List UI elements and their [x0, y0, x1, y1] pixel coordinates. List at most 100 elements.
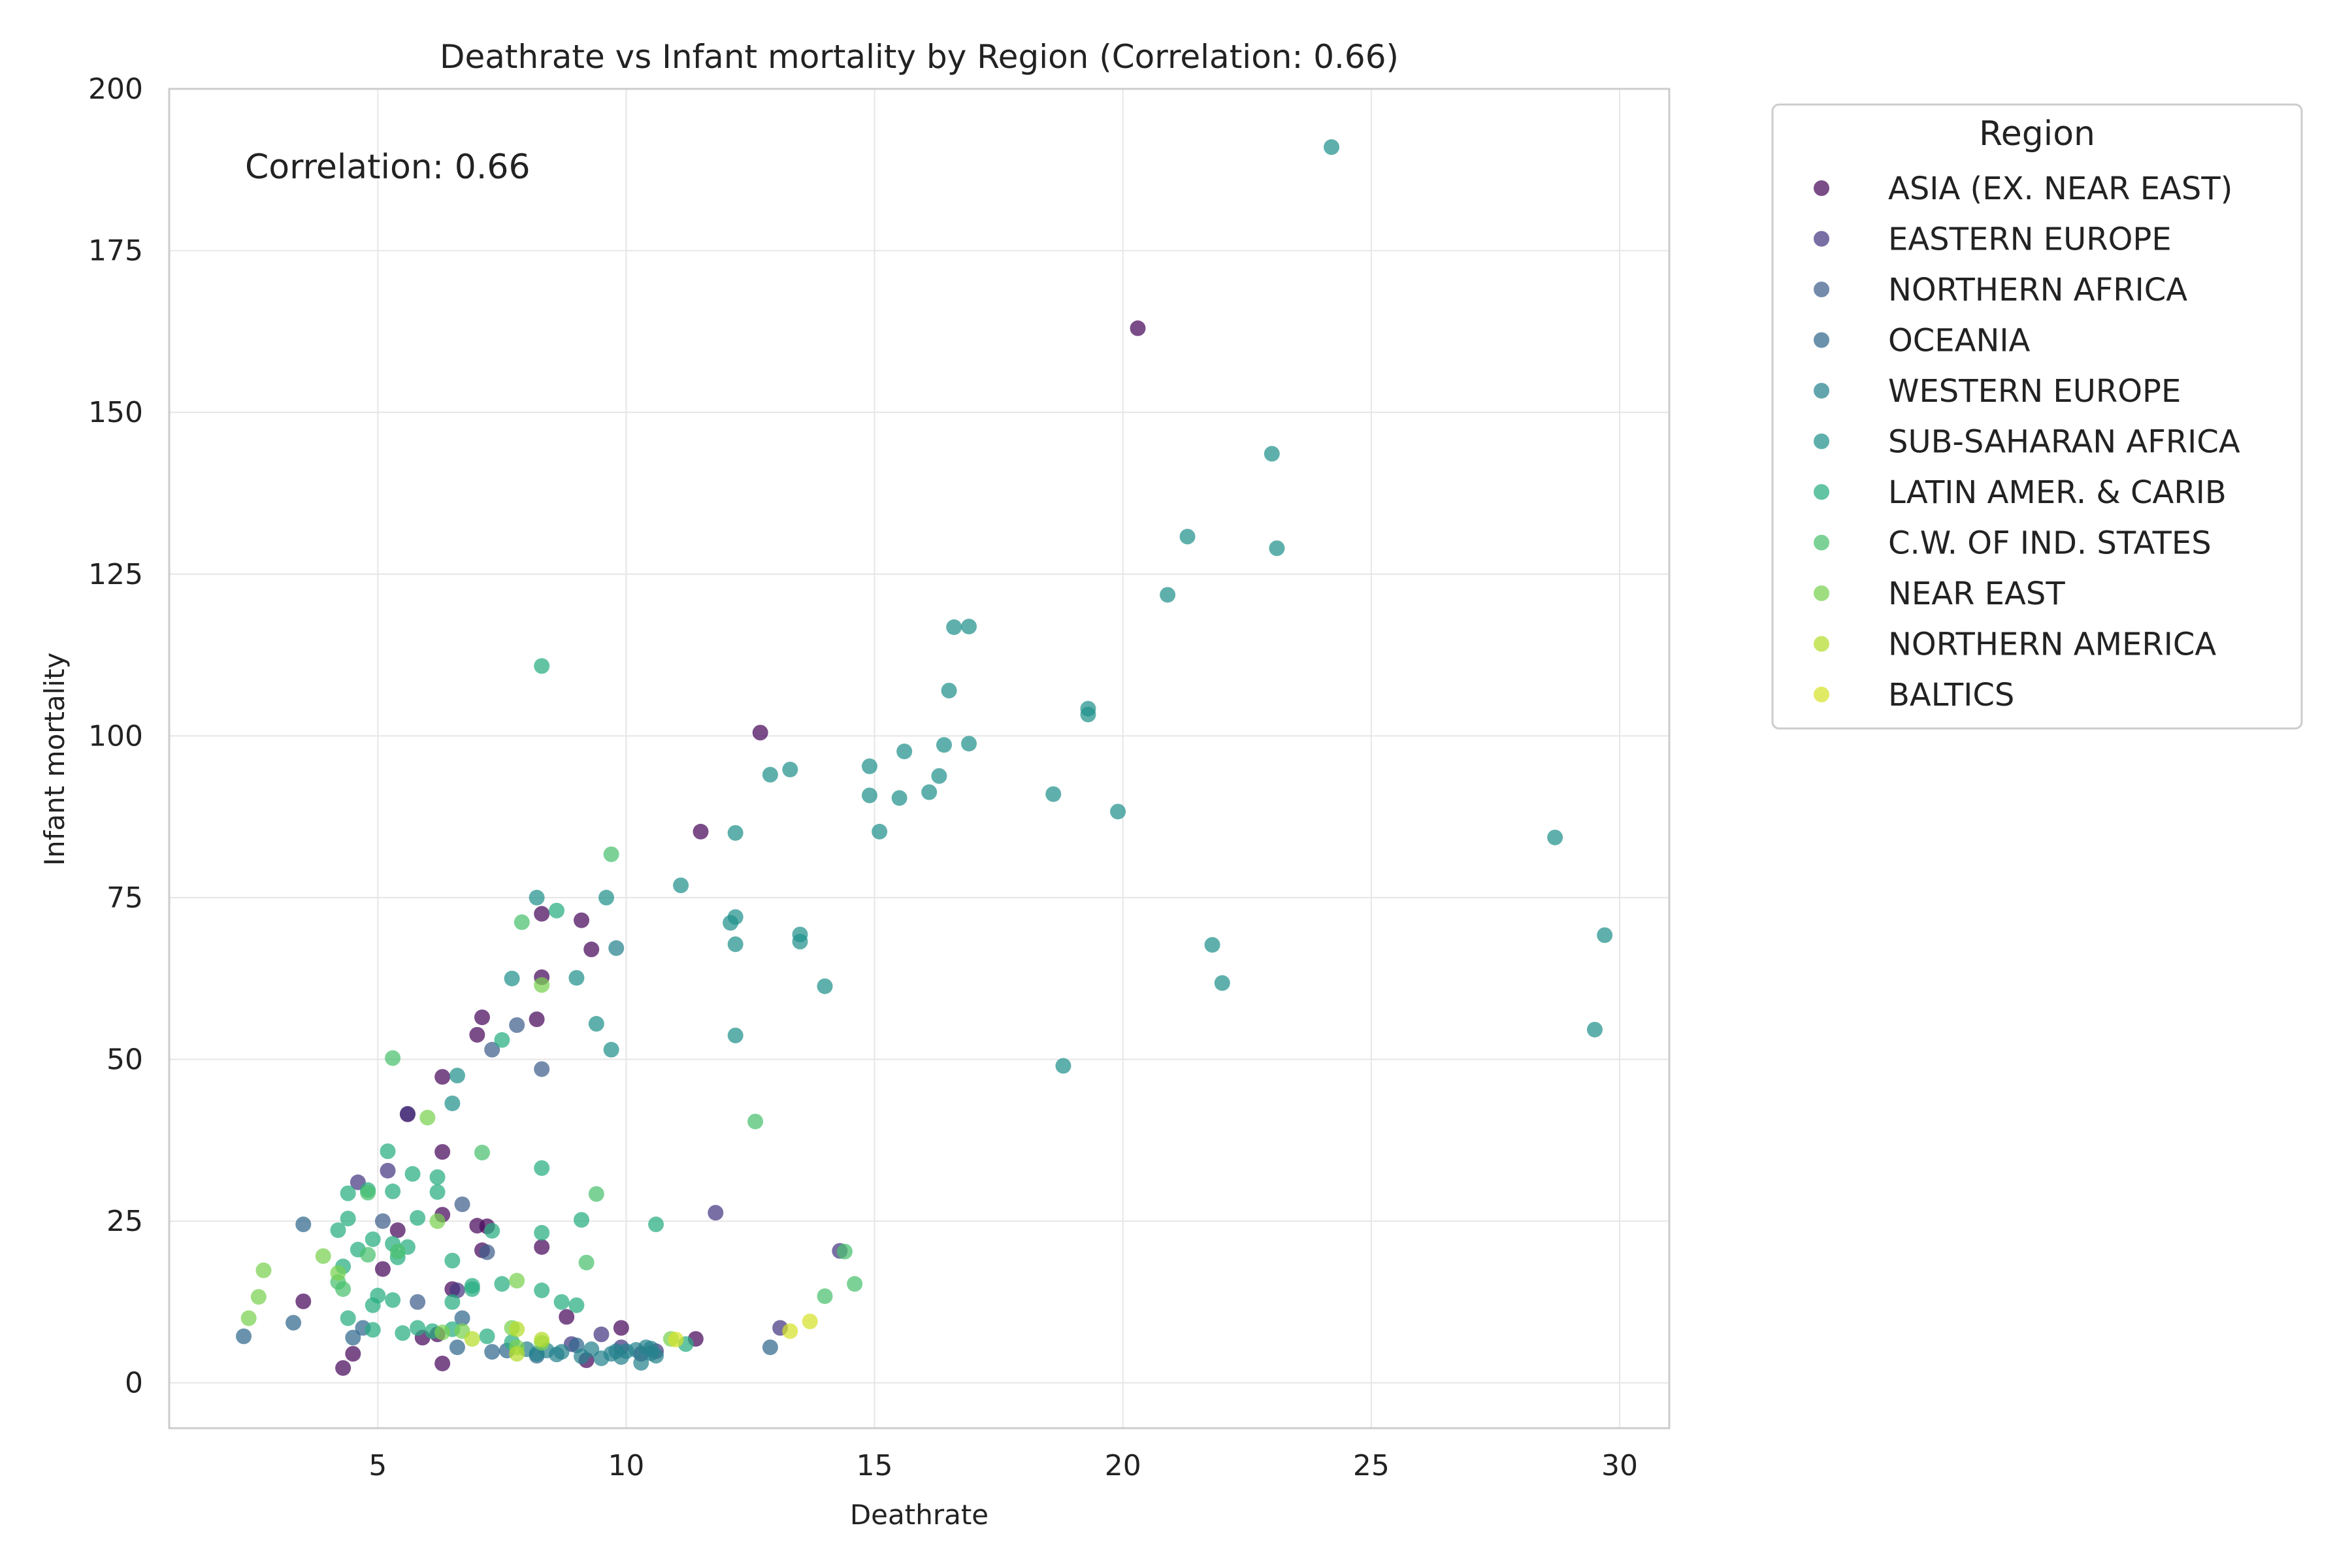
- point-oceania: [236, 1328, 252, 1345]
- point-sub-saharan-africa: [1269, 540, 1285, 557]
- point-near-east: [240, 1310, 257, 1326]
- point-latin-amer-carib: [429, 1169, 446, 1185]
- point-latin-amer-carib: [365, 1322, 381, 1338]
- point-sub-saharan-africa: [931, 768, 947, 784]
- point-northern-america: [464, 1331, 480, 1347]
- y-tick-label: 100: [88, 719, 143, 753]
- point-sub-saharan-africa: [727, 825, 743, 841]
- point-sub-saharan-africa: [1160, 587, 1176, 603]
- point-latin-amer-carib: [444, 1294, 461, 1310]
- point-sub-saharan-africa: [603, 1041, 619, 1058]
- point-latin-amer-carib: [410, 1210, 426, 1226]
- point-sub-saharan-africa: [782, 761, 798, 777]
- point-sub-saharan-africa: [936, 737, 953, 753]
- point-c-w-of-ind-states: [360, 1247, 376, 1263]
- point-sub-saharan-africa: [588, 1016, 604, 1032]
- point-asia-ex-near-east: [583, 941, 600, 958]
- point-sub-saharan-africa: [449, 1068, 465, 1084]
- point-western-europe: [608, 1343, 625, 1360]
- point-c-w-of-ind-states: [389, 1243, 406, 1260]
- point-latin-amer-carib: [404, 1166, 421, 1182]
- point-sub-saharan-africa: [1264, 446, 1280, 462]
- point-sub-saharan-africa: [946, 619, 962, 635]
- point-northern-africa: [374, 1213, 391, 1230]
- point-northern-america: [509, 1346, 525, 1362]
- point-eastern-europe: [380, 1162, 396, 1179]
- point-asia-ex-near-east: [345, 1346, 361, 1362]
- point-latin-amer-carib: [484, 1222, 500, 1239]
- legend: Region ASIA (EX. NEAR EAST) EASTERN EUROP…: [1771, 103, 2303, 730]
- point-latin-amer-carib: [494, 1032, 510, 1048]
- y-tick-label: 150: [88, 396, 143, 429]
- point-northern-africa: [479, 1244, 495, 1260]
- point-near-east: [250, 1288, 267, 1305]
- point-sub-saharan-africa: [792, 934, 808, 950]
- legend-label-eastern-europe: EASTERN EUROPE: [1888, 221, 2172, 258]
- point-c-w-of-ind-states: [836, 1243, 853, 1260]
- point-asia-ex-near-east: [1130, 320, 1146, 336]
- point-sub-saharan-africa: [1586, 1021, 1603, 1037]
- point-sub-saharan-africa: [673, 877, 689, 894]
- point-c-w-of-ind-states: [514, 914, 530, 930]
- point-oceania: [484, 1344, 500, 1360]
- point-c-w-of-ind-states: [474, 1145, 490, 1161]
- point-baltics: [782, 1323, 798, 1339]
- point-latin-amer-carib: [380, 1143, 396, 1160]
- legend-marker-sub-saharan-africa: [1814, 433, 1829, 449]
- point-near-east: [419, 1109, 436, 1126]
- point-c-w-of-ind-states: [847, 1276, 863, 1292]
- x-tick-label: 20: [1105, 1449, 1141, 1482]
- point-latin-amer-carib: [340, 1211, 356, 1227]
- y-tick-label: 125: [88, 558, 143, 591]
- point-northern-africa: [410, 1294, 426, 1310]
- point-sub-saharan-africa: [861, 758, 877, 774]
- point-c-w-of-ind-states: [747, 1113, 764, 1130]
- point-latin-amer-carib: [365, 1297, 381, 1313]
- point-asia-ex-near-east: [474, 1009, 490, 1026]
- point-sub-saharan-africa: [861, 787, 877, 804]
- point-latin-amer-carib: [385, 1183, 401, 1200]
- point-western-europe: [643, 1341, 659, 1357]
- point-sub-saharan-africa: [896, 743, 913, 760]
- point-sub-saharan-africa: [1214, 975, 1230, 991]
- legend-items: ASIA (EX. NEAR EAST) EASTERN EUROPE NORTHE…: [1814, 171, 2240, 713]
- y-tick-label: 50: [106, 1043, 143, 1077]
- point-c-w-of-ind-states: [578, 1254, 595, 1271]
- legend-marker-western-europe: [1814, 383, 1829, 399]
- point-sub-saharan-africa: [1045, 786, 1062, 802]
- x-axis-label: Deathrate: [850, 1499, 988, 1531]
- point-asia-ex-near-east: [529, 1011, 545, 1028]
- point-near-east: [534, 977, 550, 993]
- point-near-east: [429, 1213, 446, 1230]
- point-latin-amer-carib: [648, 1217, 664, 1233]
- point-sub-saharan-africa: [961, 618, 977, 634]
- legend-label-baltics: BALTICS: [1888, 677, 2014, 713]
- point-sub-saharan-africa: [1324, 139, 1340, 155]
- legend-label-near-east: NEAR EAST: [1888, 576, 2065, 612]
- x-tick-label: 5: [368, 1449, 387, 1482]
- legend-label-western-europe: WESTERN EUROPE: [1888, 373, 2181, 410]
- point-asia-ex-near-east: [752, 725, 768, 741]
- point-western-europe: [583, 1341, 600, 1358]
- point-oceania: [449, 1339, 465, 1356]
- data-points: [236, 139, 1613, 1376]
- point-near-east: [255, 1262, 272, 1279]
- point-asia-ex-near-east: [389, 1222, 406, 1238]
- point-sub-saharan-africa: [504, 970, 520, 987]
- point-latin-amer-carib: [365, 1231, 381, 1247]
- point-asia-ex-near-east: [534, 1239, 550, 1255]
- point-latin-amer-carib: [534, 1282, 550, 1299]
- point-asia-ex-near-east: [693, 823, 709, 840]
- point-northern-africa: [484, 1041, 500, 1058]
- legend-marker-baltics: [1814, 687, 1829, 702]
- point-northern-america: [509, 1321, 525, 1337]
- point-western-europe: [553, 1344, 570, 1360]
- point-oceania: [295, 1217, 312, 1233]
- point-eastern-europe: [399, 1105, 416, 1122]
- x-tick-label: 30: [1601, 1449, 1638, 1482]
- point-latin-amer-carib: [534, 658, 550, 674]
- point-sub-saharan-africa: [727, 1027, 743, 1043]
- point-oceania: [454, 1310, 470, 1326]
- legend-marker-northern-america: [1814, 636, 1829, 652]
- point-latin-amer-carib: [568, 1297, 585, 1313]
